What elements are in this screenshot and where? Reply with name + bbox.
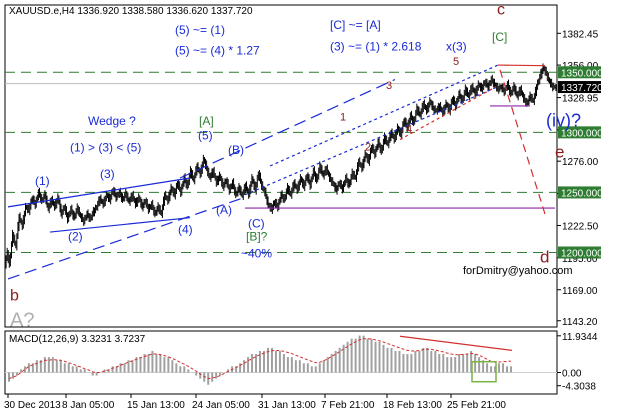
level-label: 1200.000 <box>561 249 603 260</box>
x-tick-label: 8 Jan 05:00 <box>62 400 115 410</box>
wave-channel-line <box>399 86 497 141</box>
chart-annotation: 3 <box>386 80 392 92</box>
chart-annotation: (4) <box>178 222 193 236</box>
y-tick-label: 1276.00 <box>562 157 599 168</box>
chart-annotation: (2) <box>68 229 83 243</box>
macd-y-tick-label: 11.9344 <box>562 332 598 343</box>
chart-annotation: A? <box>10 310 34 332</box>
y-tick-label: 1328.95 <box>562 94 599 105</box>
chart-annotation: (1) > (3) < (5) <box>70 141 141 155</box>
y-tick-label: 1169.00 <box>562 286 598 297</box>
macd-plot-frame <box>4 330 558 395</box>
current-price-box <box>558 81 601 94</box>
main-plot-frame <box>4 4 558 328</box>
chart-annotation: (1) <box>35 174 50 188</box>
chart-annotation: [C] <box>492 30 507 44</box>
x-tick-label: 18 Feb 13:00 <box>383 400 442 410</box>
x-tick-label: 31 Jan 13:00 <box>258 400 316 410</box>
y-tick-label: 1222.50 <box>562 221 599 232</box>
level-label: 1350.000 <box>561 68 603 79</box>
level-label: 1300.000 <box>561 128 603 139</box>
chart-annotation: b <box>10 288 19 305</box>
chart-annotation: (B) <box>228 143 244 157</box>
chart-annotation: (5) <box>198 129 213 143</box>
chart-annotation: (3) ~= (1) * 2.618 <box>330 40 422 54</box>
chart-annotation: (A) <box>216 203 232 217</box>
chart-annotation: (C) <box>248 216 265 230</box>
macd-divergence-line <box>399 335 513 351</box>
x-tick-label: 7 Feb 21:00 <box>321 400 375 410</box>
resistance-line <box>497 64 546 67</box>
chart-annotation: ~40% <box>241 246 272 260</box>
level-label-box <box>558 246 601 259</box>
wedge-lower-line <box>49 217 191 233</box>
chart-annotation: 2 <box>365 141 371 153</box>
chart-annotation: 5 <box>453 56 459 68</box>
chart-annotation: e <box>555 143 564 162</box>
chart-annotation: d <box>540 248 549 267</box>
x-tick-label: 15 Jan 13:00 <box>127 400 185 410</box>
channel-lower-line <box>7 196 246 280</box>
minor-channel-lower <box>244 86 499 196</box>
chart-annotation: forDmitry@yahoo.com <box>463 265 573 277</box>
x-tick-label: 24 Jan 05:00 <box>192 400 250 410</box>
wedge-upper-line <box>7 177 191 208</box>
chart-annotation: (3) <box>100 167 115 181</box>
y-tick-label: 1143.20 <box>562 317 598 328</box>
chart-annotation: Wedge ? <box>88 114 136 128</box>
chart-annotation: [C] ~= [A] <box>330 18 381 32</box>
chart-annotation: (iv)? <box>546 110 581 130</box>
level-label-box <box>558 126 601 139</box>
chart-annotation: [B]? <box>246 229 268 243</box>
macd-y-tick-label: -4.3038 <box>562 382 596 393</box>
chart-annotation: x(3) <box>446 40 467 54</box>
chart-annotation: (5) ~= (1) <box>175 23 225 37</box>
macd-label: MACD(12,26,9) 3.3231 3.7237 <box>9 334 146 345</box>
chart-annotation: c <box>497 2 505 19</box>
chart-annotation: 4 <box>406 123 412 135</box>
chart-annotation: [A] <box>199 114 214 128</box>
level-label: 1250.000 <box>561 188 603 199</box>
level-label-box <box>558 66 601 79</box>
current-price-label: 1337.720 <box>561 83 603 94</box>
x-tick-label: 25 Feb 21:00 <box>447 400 506 410</box>
x-tick-label: 30 Dec 2013 <box>4 400 61 410</box>
macd-y-tick-label: 0.00 <box>562 368 582 379</box>
y-tick-label: 1195.60 <box>562 254 598 265</box>
chart-annotation: (5) ~= (4) * 1.27 <box>175 43 260 57</box>
chart-annotation: 1 <box>340 111 346 123</box>
y-tick-label: 1382.45 <box>562 29 599 40</box>
level-label-box <box>558 186 601 199</box>
macd-highlight-box <box>471 360 497 383</box>
channel-upper-line <box>179 78 396 179</box>
macd-signal-line <box>8 338 512 380</box>
chart-header: XAUUSD.e,H4 1336.920 1338.580 1336.620 1… <box>9 6 253 17</box>
